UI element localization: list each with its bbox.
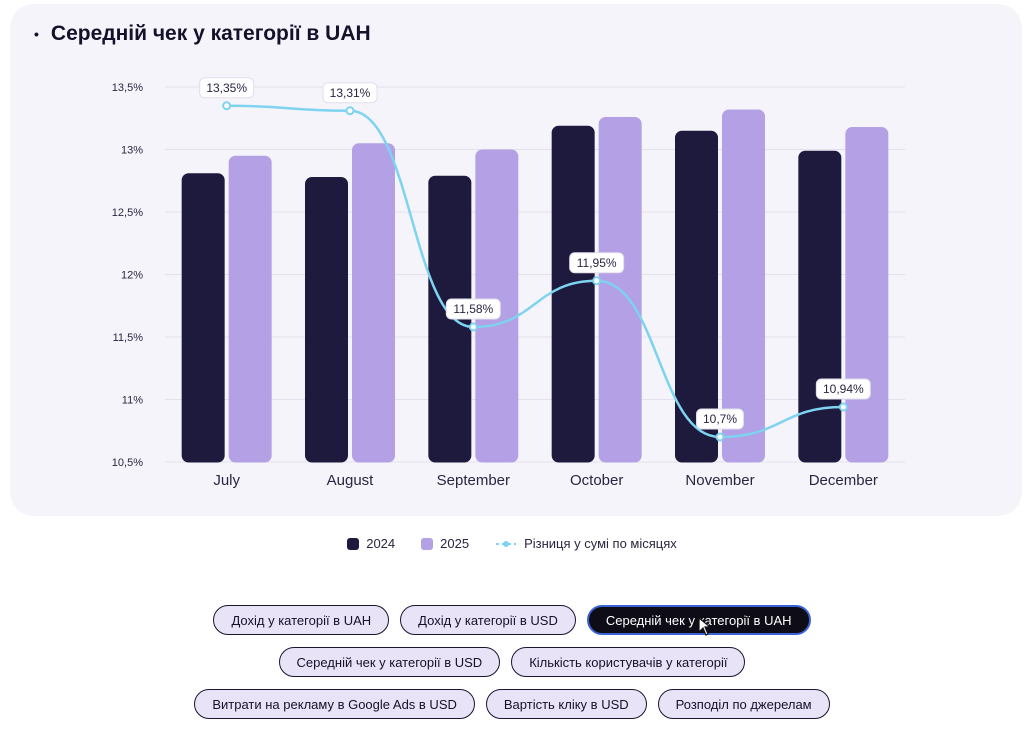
data-label-box [696,408,744,430]
y-tick-label: 11% [122,395,143,407]
button-row-2: Середній чек у категорії в USD Кількість… [0,647,1024,677]
bar-2025-august[interactable] [352,143,395,463]
y-tick-label: 11,5% [113,332,144,344]
data-label: 10,94% [823,382,864,396]
legend-swatch-2025 [421,537,434,550]
cost-per-click-button[interactable]: Вартість кліку в USD [485,689,647,719]
button-row-3: Витрати на рекламу в Google Ads в USD Ва… [0,689,1024,719]
line-point[interactable] [222,101,232,111]
y-tick-label: 10,5% [112,457,143,469]
y-tick-label: 12,5% [112,207,143,219]
data-label-box [445,298,501,320]
data-label: 13,35% [206,81,247,95]
legend-label-2024: 2024 [366,536,396,551]
bar-2024-july[interactable] [181,173,225,463]
legend-item-2025[interactable]: 2025 [421,536,469,551]
line-point[interactable] [345,106,355,116]
data-label: 11,58% [453,302,493,316]
x-tick-label: October [570,472,623,489]
button-row-1: Дохід у категорії в UAH Дохід у категорі… [0,605,1024,635]
bar-2025-november[interactable] [722,109,765,463]
bar-2024-october[interactable] [551,125,595,463]
line-point[interactable] [838,402,848,412]
bullet-icon: • [34,26,39,42]
line-point[interactable] [715,432,725,442]
bar-2024-august[interactable] [305,177,348,463]
bar-2024-december[interactable] [798,150,842,463]
data-label-box [322,82,378,104]
chart-legend: 2024 2025 Різниця у сумі по місяцях [0,536,1024,551]
chart-title-block: • Середній чек у категорії в UAH [34,22,371,46]
data-label-box [569,252,625,274]
pointer-cursor-icon [698,617,712,636]
x-tick-label: December [809,472,878,489]
chart-title: Середній чек у категорії в UAH [50,22,371,45]
data-label-box [199,77,255,99]
legend-item-difference[interactable]: Різниця у сумі по місяцях [495,536,677,551]
legend-swatch-2024 [347,537,360,550]
y-tick-label: 13,5% [112,82,143,94]
users-count-button[interactable]: Кількість користувачів у категорії [511,647,746,677]
revenue-usd-button[interactable]: Дохід у категорії в USD [400,605,576,635]
x-tick-label: July [213,472,240,489]
data-label-box [815,378,871,400]
revenue-uah-button[interactable]: Дохід у категорії в UAH [213,605,390,635]
x-tick-label: September [437,472,510,489]
data-label: 11,95% [577,256,617,270]
bar-2025-july[interactable] [228,155,272,463]
y-tick-label: 13% [121,145,143,157]
data-label: 13,31% [330,86,371,100]
data-label: 10,7% [703,412,737,426]
legend-label-difference: Різниця у сумі по місяцях [524,536,677,551]
bar-2025-december[interactable] [845,127,889,463]
legend-line-icon [496,540,517,547]
chart-svg: 13,5% 13% 12,5% 12% 11,5% 11% 10,5% July August… [112,77,905,489]
source-split-button[interactable]: Розподіл по джерелам [657,689,830,719]
legend-label-2025: 2025 [440,536,470,551]
x-tick-label: August [327,472,375,489]
avg-check-usd-button[interactable]: Середній чек у категорії в USD [278,647,501,677]
line-point[interactable] [468,322,478,332]
google-ads-spend-button[interactable]: Витрати на рекламу в Google Ads в USD [194,689,475,719]
line-point[interactable] [592,276,602,286]
y-tick-label: 12% [121,270,143,282]
bar-2024-november[interactable] [675,130,718,463]
x-tick-label: November [685,472,754,489]
legend-item-2024[interactable]: 2024 [347,536,395,551]
